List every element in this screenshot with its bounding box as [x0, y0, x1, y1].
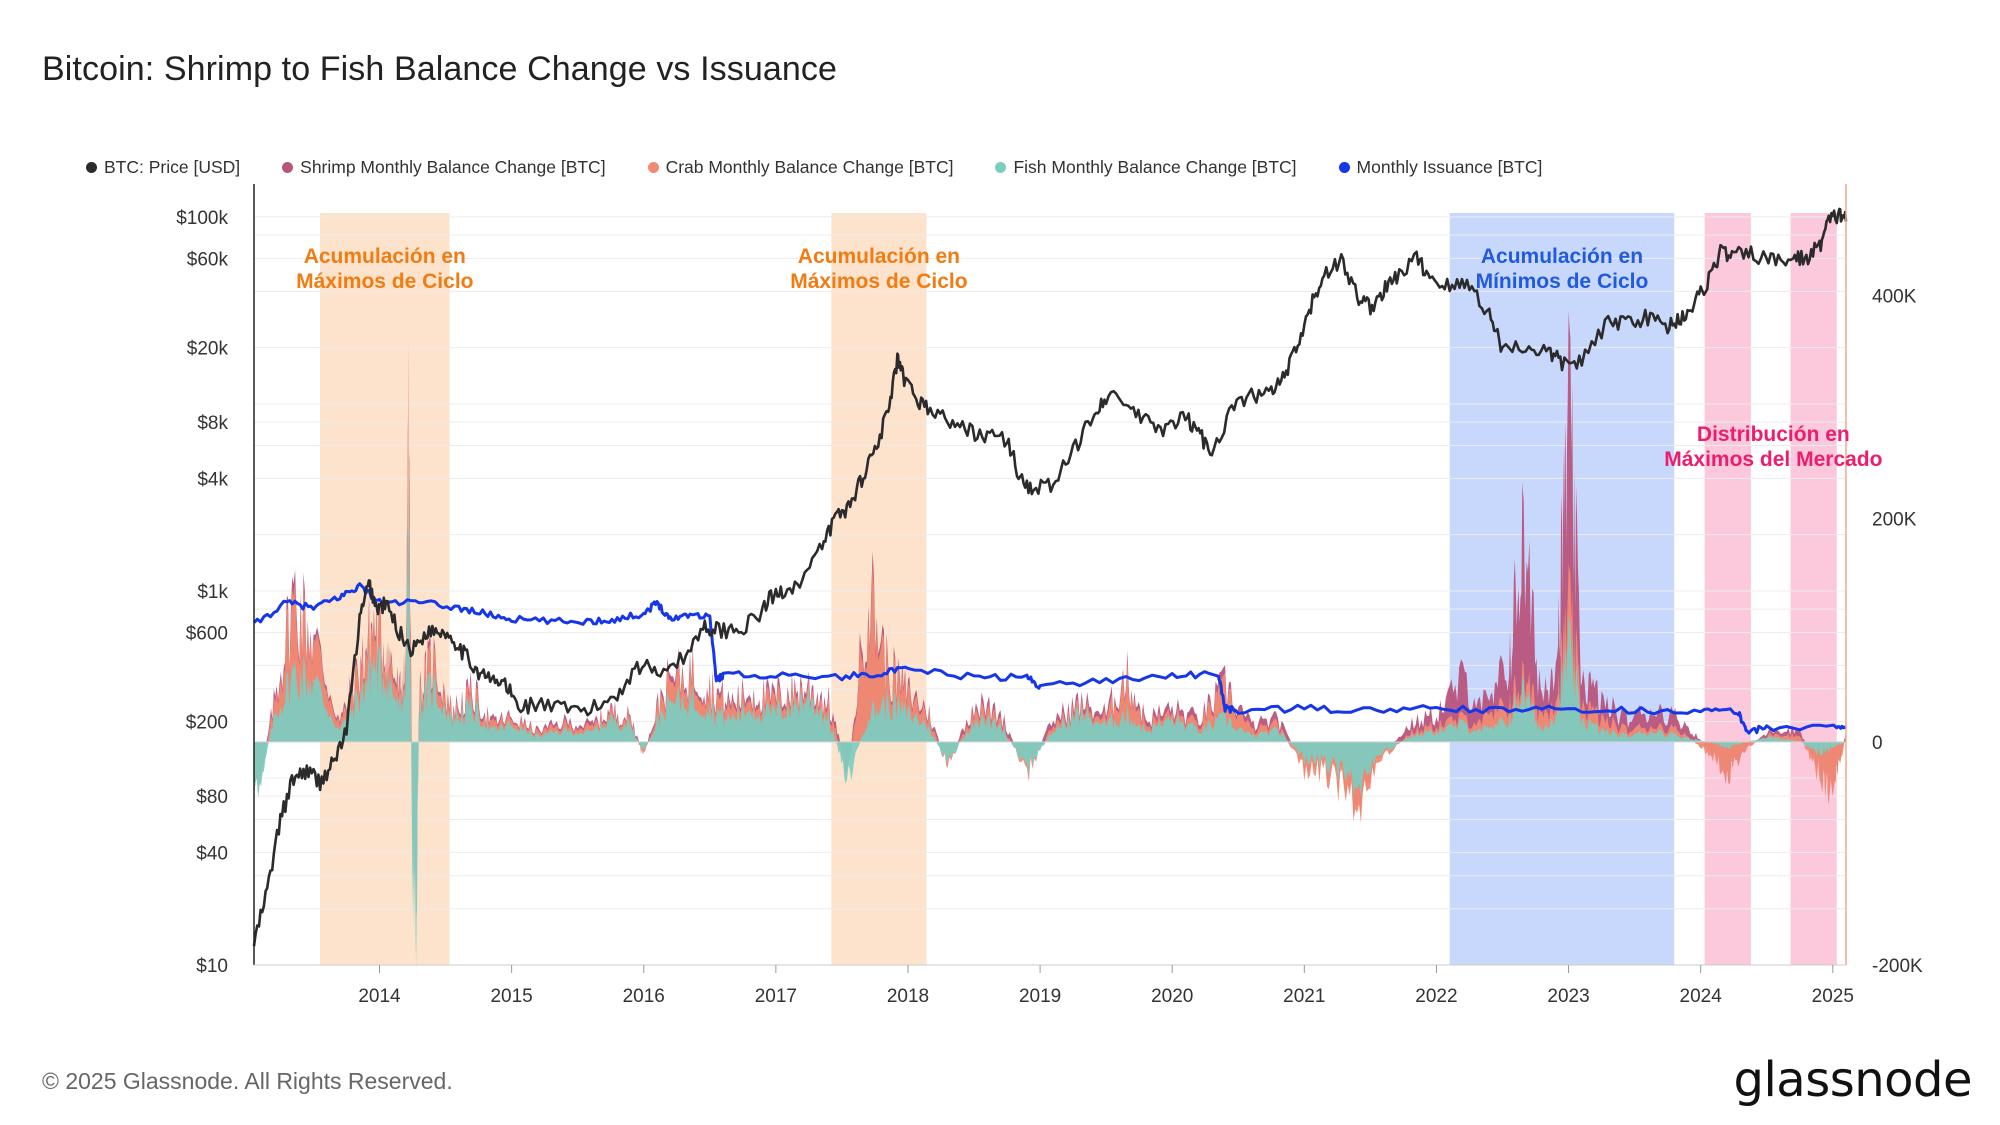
left-tick-label-10: $100k — [176, 208, 228, 229]
left-tick-label-0: $10 — [196, 956, 228, 977]
x-tick-label-9: 2023 — [1547, 986, 1589, 1007]
x-tick-label-6: 2020 — [1151, 986, 1193, 1007]
legend-label-crab: Crab Monthly Balance Change [BTC] — [665, 156, 954, 177]
left-tick-label-4: $600 — [186, 623, 228, 644]
legend-label-issuance: Monthly Issuance [BTC] — [1356, 156, 1543, 177]
region-annotation-2-line-0: Acumulación en — [1481, 245, 1643, 268]
region-annotation-2-line-1: Mínimos de Ciclo — [1476, 270, 1649, 293]
left-tick-label-7: $8k — [197, 413, 228, 434]
right-tick-label-2: 0 — [1872, 733, 1883, 754]
legend-item-crab[interactable]: Crab Monthly Balance Change [BTC] — [647, 156, 954, 178]
left-tick-label-2: $80 — [196, 787, 228, 808]
x-tick-label-8: 2022 — [1415, 986, 1457, 1007]
price-line — [252, 207, 1848, 947]
legend-dot-price — [86, 161, 97, 173]
right-tick-label-1: 200K — [1872, 510, 1917, 531]
legend-item-issuance[interactable]: Monthly Issuance [BTC] — [1338, 156, 1543, 178]
region-annotation-1-line-1: Máximos de Ciclo — [790, 270, 967, 293]
x-tick-label-11: 2025 — [1812, 986, 1854, 1007]
legend-item-fish[interactable]: Fish Monthly Balance Change [BTC] — [995, 156, 1297, 178]
legend-item-price[interactable]: BTC: Price [USD] — [86, 157, 240, 178]
shaded-regions — [320, 213, 1837, 965]
legend-dot-shrimp — [282, 161, 294, 173]
legend-label-shrimp: Shrimp Monthly Balance Change [BTC] — [300, 156, 606, 177]
legend-dot-crab — [647, 161, 659, 173]
shaded-region-0 — [320, 213, 450, 965]
x-tick-label-1: 2015 — [490, 986, 532, 1007]
region-annotation-4-line-0: Distribución en — [1697, 423, 1850, 446]
left-tick-label-3: $200 — [186, 713, 228, 734]
chart-title: Bitcoin: Shrimp to Fish Balance Change v… — [42, 50, 837, 88]
shaded-region-3 — [1704, 213, 1751, 965]
x-tick-label-4: 2018 — [887, 986, 929, 1007]
region-annotation-0-line-0: Acumulación en — [304, 245, 466, 268]
shrimp-area — [254, 311, 1846, 923]
issuance-line — [252, 582, 1847, 735]
copyright-text: © 2025 Glassnode. All Rights Reserved. — [42, 1068, 453, 1094]
legend-dot-fish — [995, 161, 1007, 173]
x-tick-label-0: 2014 — [358, 986, 401, 1007]
legend-label-price: BTC: Price [USD] — [104, 156, 241, 177]
right-tick-label-0: 400K — [1872, 287, 1917, 308]
region-annotation-0-line-1: Máximos de Ciclo — [296, 270, 473, 293]
right-tick-label-3: -200K — [1872, 956, 1923, 977]
left-tick-label-9: $60k — [187, 249, 229, 270]
x-tick-label-2: 2016 — [623, 986, 665, 1007]
legend-item-shrimp[interactable]: Shrimp Monthly Balance Change [BTC] — [282, 156, 606, 178]
x-tick-label-3: 2017 — [755, 986, 797, 1007]
fish-area — [254, 422, 1846, 975]
x-tick-label-7: 2021 — [1283, 986, 1325, 1007]
legend-label-fish: Fish Monthly Balance Change [BTC] — [1013, 156, 1297, 177]
chart-legend: BTC: Price [USD] Shrimp Monthly Balance … — [86, 155, 1584, 179]
glassnode-logo: glassnode — [1733, 1052, 1972, 1108]
x-tick-label-5: 2019 — [1019, 986, 1061, 1007]
legend-dot-issuance — [1338, 161, 1350, 173]
left-tick-label-1: $40 — [196, 843, 228, 864]
left-tick-label-5: $1k — [197, 582, 228, 603]
balance-change-areas — [254, 311, 1846, 975]
x-tick-label-10: 2024 — [1680, 986, 1723, 1007]
right-axis-ticks: 400K 200K 0 -200K — [1872, 287, 1923, 977]
x-axis-ticks: 2014 2015 2016 2017 2018 2019 2020 2021 2022 2023… — [358, 965, 1854, 1007]
shaded-region-1 — [831, 213, 927, 965]
shaded-region-4 — [1790, 213, 1837, 965]
region-annotation-4-line-1: Máximos del Mercado — [1664, 448, 1882, 471]
region-annotation-1-line-0: Acumulación en — [798, 245, 960, 268]
left-tick-label-8: $20k — [187, 339, 229, 360]
left-axis-ticks: $10 $40 $80 $200 $600 $1k $4k $8k $20k $60k $100k — [176, 208, 228, 977]
left-tick-label-6: $4k — [197, 469, 228, 490]
